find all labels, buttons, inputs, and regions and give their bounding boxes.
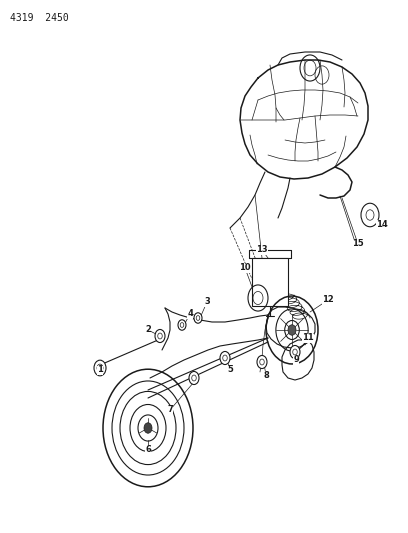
Circle shape <box>361 203 379 227</box>
Circle shape <box>220 351 230 365</box>
Circle shape <box>257 356 267 368</box>
Circle shape <box>288 325 296 335</box>
Text: 6: 6 <box>145 446 151 455</box>
Bar <box>252 258 288 306</box>
Text: 11: 11 <box>302 334 314 343</box>
Text: 4319  2450: 4319 2450 <box>10 13 69 23</box>
Text: 13: 13 <box>256 246 268 254</box>
Circle shape <box>194 313 202 323</box>
Text: 2: 2 <box>145 326 151 335</box>
Text: 14: 14 <box>376 220 388 229</box>
Text: 1: 1 <box>97 366 103 375</box>
Circle shape <box>290 345 300 359</box>
Text: 3: 3 <box>204 297 210 306</box>
Text: 7: 7 <box>167 406 173 415</box>
Text: 12: 12 <box>322 295 334 304</box>
Text: 4: 4 <box>187 310 193 319</box>
Text: 10: 10 <box>239 263 251 272</box>
Circle shape <box>189 372 199 384</box>
Text: 8: 8 <box>263 370 269 379</box>
Circle shape <box>144 423 152 433</box>
Text: 5: 5 <box>227 366 233 375</box>
Circle shape <box>155 329 165 343</box>
Text: 15: 15 <box>352 239 364 248</box>
Text: 9: 9 <box>293 356 299 365</box>
Circle shape <box>178 320 186 330</box>
Circle shape <box>94 360 106 376</box>
